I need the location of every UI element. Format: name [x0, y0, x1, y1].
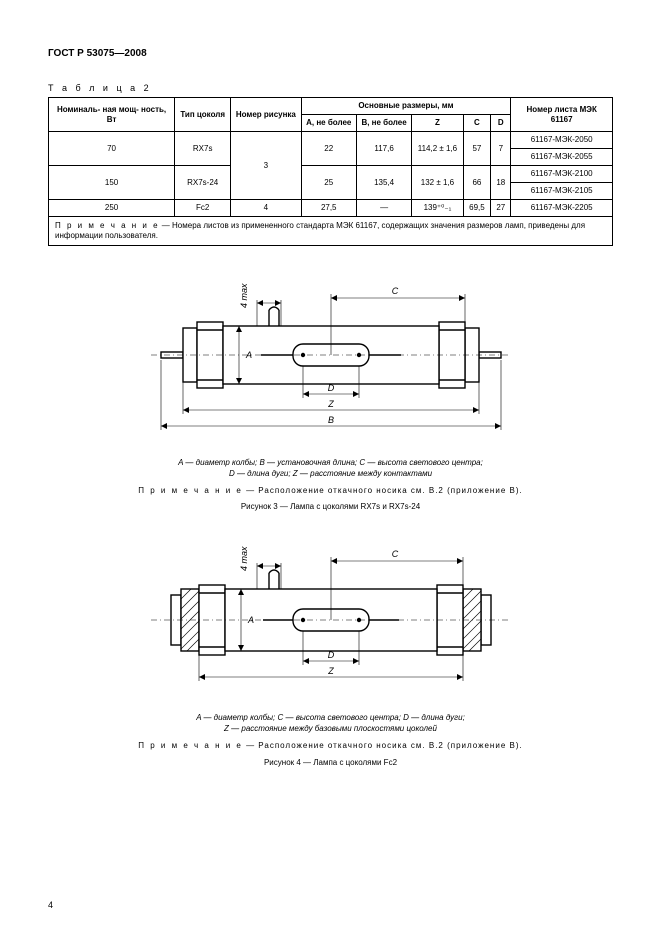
figure-3-note: П р и м е ч а н и е — Расположение откач… — [48, 486, 613, 497]
cell: 27,5 — [301, 200, 356, 217]
note-text: — Расположение откачного носика см. В.2 … — [243, 741, 523, 750]
th-a: A, не более — [301, 115, 356, 132]
cell: 117,6 — [356, 132, 411, 166]
label-z: Z — [327, 399, 334, 409]
legend-line: A — диаметр колбы; B — установочная длин… — [178, 458, 483, 467]
cell: 61167-МЭК-2205 — [511, 200, 613, 217]
label-a: A — [244, 350, 251, 360]
figure-4: 4 max C A D Z A — диаметр колбы; C — выс… — [48, 535, 613, 766]
cell: 7 — [491, 132, 511, 166]
cell: 69,5 — [463, 200, 491, 217]
th-power: Номиналь- ная мощ- ность, Вт — [49, 98, 175, 132]
cell: 4 — [231, 200, 301, 217]
label-d: D — [327, 383, 334, 393]
table-row: 150 RX7s-24 25 135,4 132 ± 1,6 66 18 611… — [49, 166, 613, 183]
cell: 25 — [301, 166, 356, 200]
cell: 61167-МЭК-2050 — [511, 132, 613, 149]
cell: 61167-МЭК-2100 — [511, 166, 613, 183]
th-fig: Номер рисунка — [231, 98, 301, 132]
th-dims: Основные размеры, мм — [301, 98, 511, 115]
th-b: B, не более — [356, 115, 411, 132]
document-title: ГОСТ Р 53075—2008 — [48, 48, 613, 59]
cell: 22 — [301, 132, 356, 166]
note-label: П р и м е ч а н и е — [55, 221, 160, 230]
th-z: Z — [412, 115, 463, 132]
label-b: B — [327, 415, 333, 425]
th-d: D — [491, 115, 511, 132]
table-note-row: П р и м е ч а н и е — Номера листов из п… — [49, 217, 613, 246]
data-table: Номиналь- ная мощ- ность, Вт Тип цоколя … — [48, 97, 613, 246]
cell: 18 — [491, 166, 511, 200]
cell: 135,4 — [356, 166, 411, 200]
table-row: 70 RX7s 3 22 117,6 114,2 ± 1,6 57 7 6116… — [49, 132, 613, 149]
cell: 57 — [463, 132, 491, 166]
label-4max: 4 max — [239, 546, 249, 571]
note-label: П р и м е ч а н и е — [138, 486, 243, 495]
label-c: C — [391, 286, 398, 296]
table-label: Т а б л и ц а 2 — [48, 83, 613, 93]
figure-4-caption: Рисунок 4 — Лампа с цоколями Fc2 — [48, 758, 613, 767]
figure-4-svg: 4 max C A D Z — [151, 535, 511, 705]
label-c: C — [391, 549, 398, 559]
th-c: C — [463, 115, 491, 132]
cell: 132 ± 1,6 — [412, 166, 463, 200]
legend-line: A — диаметр колбы; C — высота светового … — [196, 713, 465, 722]
th-sheet: Номер листа МЭК 61167 — [511, 98, 613, 132]
table-note: П р и м е ч а н и е — Номера листов из п… — [49, 217, 613, 246]
cell: RX7s — [175, 132, 231, 166]
page-number: 4 — [48, 900, 53, 910]
label-a: A — [246, 615, 253, 625]
label-4max: 4 max — [239, 283, 249, 308]
cell: — — [356, 200, 411, 217]
cell: 27 — [491, 200, 511, 217]
cell: 250 — [49, 200, 175, 217]
cell: 114,2 ± 1,6 — [412, 132, 463, 166]
cell: 139⁺⁰₋₁ — [412, 200, 463, 217]
legend-line: D — длина дуги; Z — расстояние между кон… — [229, 469, 432, 478]
page: ГОСТ Р 53075—2008 Т а б л и ц а 2 Номина… — [0, 0, 661, 936]
cell: 61167-МЭК-2055 — [511, 149, 613, 166]
cell: Fc2 — [175, 200, 231, 217]
cell: 70 — [49, 132, 175, 166]
cell: 61167-МЭК-2105 — [511, 183, 613, 200]
cell: 66 — [463, 166, 491, 200]
figure-4-legend: A — диаметр колбы; C — высота светового … — [48, 713, 613, 735]
table-row: 250 Fc2 4 27,5 — 139⁺⁰₋₁ 69,5 27 61167-М… — [49, 200, 613, 217]
note-label: П р и м е ч а н и е — [138, 741, 243, 750]
th-cap: Тип цоколя — [175, 98, 231, 132]
cell: 3 — [231, 132, 301, 200]
cell: RX7s-24 — [175, 166, 231, 200]
figure-3: 4 max C A D Z B A — диаметр колбы; B — у… — [48, 270, 613, 511]
figure-4-note: П р и м е ч а н и е — Расположение откач… — [48, 741, 613, 752]
figure-3-svg: 4 max C A D Z B — [151, 270, 511, 450]
note-text: — Расположение откачного носика см. В.2 … — [243, 486, 523, 495]
cell: 150 — [49, 166, 175, 200]
label-z: Z — [327, 666, 334, 676]
legend-line: Z — расстояние между базовыми плоскостям… — [224, 724, 437, 733]
figure-3-caption: Рисунок 3 — Лампа с цоколями RX7s и RX7s… — [48, 502, 613, 511]
label-d: D — [327, 650, 334, 660]
figure-3-legend: A — диаметр колбы; B — установочная длин… — [48, 458, 613, 480]
